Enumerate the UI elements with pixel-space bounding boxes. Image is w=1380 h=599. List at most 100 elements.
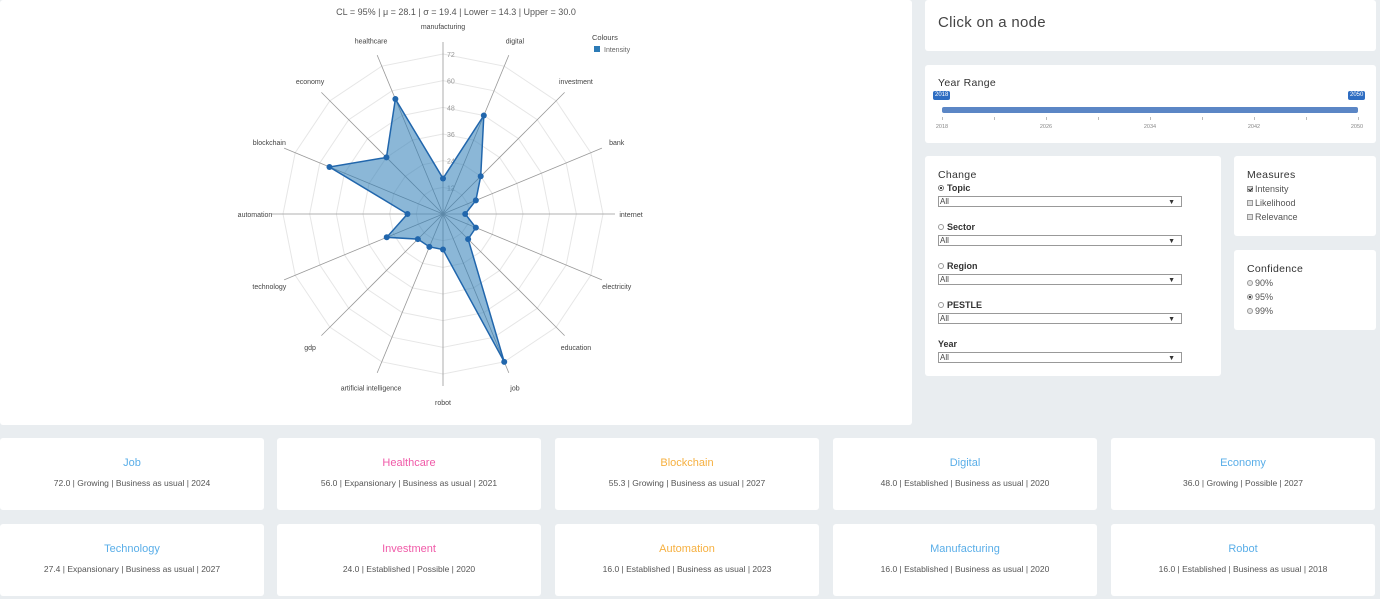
topic-card-title: Investment bbox=[382, 543, 436, 555]
topic-card[interactable]: Digital 48.0 | Established | Business as … bbox=[833, 438, 1097, 510]
sector-select[interactable]: All ▼ bbox=[938, 235, 1182, 246]
chevron-down-icon: ▼ bbox=[1168, 277, 1175, 284]
radar-series-area bbox=[327, 96, 505, 363]
radar-category-label: robot bbox=[435, 400, 451, 407]
topic-radio-label: Topic bbox=[947, 183, 971, 193]
radio-icon bbox=[938, 263, 944, 269]
radar-data-point[interactable] bbox=[477, 173, 484, 180]
topic-card-title: Robot bbox=[1228, 543, 1258, 555]
radar-data-point[interactable] bbox=[426, 243, 433, 250]
confidence-stats-line: CL = 95% | μ = 28.1 | σ = 19.4 | Lower =… bbox=[336, 7, 576, 17]
year-range-slider[interactable] bbox=[942, 107, 1358, 113]
topic-card[interactable]: Healthcare 56.0 | Expansionary | Business… bbox=[277, 438, 541, 510]
year-minor-tick bbox=[1202, 117, 1203, 120]
radio-selected-icon bbox=[938, 185, 944, 191]
radar-category-label: economy bbox=[296, 79, 325, 86]
region-select[interactable]: All ▼ bbox=[938, 274, 1182, 285]
radar-data-point[interactable] bbox=[440, 246, 446, 253]
topic-card[interactable]: Manufacturing 16.0 | Established | Busine… bbox=[833, 524, 1097, 596]
year-minor-tick bbox=[1046, 117, 1047, 120]
topic-select-value: All bbox=[940, 197, 949, 206]
pestle-radio[interactable]: PESTLE bbox=[938, 300, 982, 310]
radio-icon bbox=[938, 224, 944, 230]
node-info-text: Click on a node bbox=[938, 14, 1046, 31]
radar-data-point[interactable] bbox=[326, 163, 333, 170]
radar-data-point[interactable] bbox=[414, 236, 421, 243]
radar-tick-label: 24 bbox=[447, 159, 455, 166]
radar-tick-label: 36 bbox=[447, 132, 455, 139]
radar-category-label: artificial intelligence bbox=[341, 386, 402, 393]
radar-data-point[interactable] bbox=[462, 211, 469, 217]
radar-category-label: education bbox=[561, 345, 591, 352]
measure-likelihood-checkbox[interactable]: Likelihood bbox=[1247, 198, 1296, 208]
topic-card-title: Digital bbox=[949, 457, 981, 469]
confidence-99-radio[interactable]: 99% bbox=[1247, 306, 1273, 316]
topic-card-details: 16.0 | Established | Business as usual |… bbox=[880, 564, 1050, 574]
topic-card[interactable]: Blockchain 55.3 | Growing | Business as u… bbox=[555, 438, 819, 510]
measures-title: Measures bbox=[1247, 169, 1296, 181]
radar-data-point[interactable] bbox=[501, 358, 508, 365]
topic-card-title: Healthcare bbox=[382, 457, 436, 469]
radar-category-label: blockchain bbox=[253, 140, 286, 147]
year-filter-label: Year bbox=[938, 339, 958, 349]
radar-data-point[interactable] bbox=[472, 224, 479, 231]
radar-data-point[interactable] bbox=[383, 154, 390, 161]
measure-label: Relevance bbox=[1255, 212, 1298, 222]
checkbox-icon bbox=[1247, 200, 1253, 206]
year-tick: 2018 bbox=[935, 124, 949, 130]
legend-swatch bbox=[594, 46, 600, 52]
measure-intensity-checkbox[interactable]: Intensity bbox=[1247, 184, 1289, 194]
change-filter-panel: Change Topic All ▼ Sector All ▼ Region All… bbox=[925, 156, 1221, 376]
checkbox-icon bbox=[1247, 214, 1253, 220]
radio-icon bbox=[1247, 308, 1253, 314]
confidence-title: Confidence bbox=[1247, 263, 1304, 275]
radar-data-point[interactable] bbox=[440, 175, 446, 182]
topic-card-details: 24.0 | Established | Possible | 2020 bbox=[342, 564, 476, 574]
confidence-95-radio[interactable]: 95% bbox=[1247, 292, 1273, 302]
chevron-down-icon: ▼ bbox=[1168, 238, 1175, 245]
radar-category-label: electricity bbox=[602, 284, 632, 291]
year-select[interactable]: All ▼ bbox=[938, 352, 1182, 363]
topic-card[interactable]: Robot 16.0 | Established | Business as us… bbox=[1111, 524, 1375, 596]
radio-icon bbox=[1247, 280, 1253, 286]
year-range-max-handle-label: 2050 bbox=[1348, 91, 1366, 100]
topic-card-title: Technology bbox=[104, 543, 160, 555]
measure-relevance-checkbox[interactable]: Relevance bbox=[1247, 212, 1298, 222]
pestle-select[interactable]: All ▼ bbox=[938, 313, 1182, 324]
checkbox-checked-icon bbox=[1247, 186, 1253, 192]
radar-category-label: healthcare bbox=[355, 38, 388, 45]
radar-data-point[interactable] bbox=[392, 96, 399, 103]
sector-radio-label: Sector bbox=[947, 222, 976, 232]
year-minor-tick bbox=[1150, 117, 1151, 120]
radar-data-point[interactable] bbox=[404, 211, 411, 217]
topic-card[interactable]: Automation 16.0 | Established | Business … bbox=[555, 524, 819, 596]
topic-card[interactable]: Job 72.0 | Growing | Business as usual | … bbox=[0, 438, 264, 510]
topic-card[interactable]: Investment 24.0 | Established | Possible … bbox=[277, 524, 541, 596]
chevron-down-icon: ▼ bbox=[1168, 199, 1175, 206]
topic-select[interactable]: All ▼ bbox=[938, 196, 1182, 207]
radar-data-point[interactable] bbox=[480, 112, 487, 119]
confidence-90-radio[interactable]: 90% bbox=[1247, 278, 1273, 288]
year-range-title: Year Range bbox=[938, 77, 997, 89]
year-range-min-handle-label: 2018 bbox=[933, 91, 951, 100]
topic-radio[interactable]: Topic bbox=[938, 183, 970, 193]
radar-chart[interactable]: 122436486072manufacturingdigitalinvestme… bbox=[0, 0, 912, 425]
year-tick: 2034 bbox=[1143, 124, 1157, 130]
node-info-panel: Click on a node bbox=[925, 0, 1376, 51]
radar-category-label: bank bbox=[609, 140, 625, 147]
topic-card[interactable]: Technology 27.4 | Expansionary | Business… bbox=[0, 524, 264, 596]
radar-category-label: technology bbox=[252, 284, 286, 291]
year-minor-tick bbox=[1254, 117, 1255, 120]
year-minor-tick bbox=[942, 117, 943, 120]
pestle-select-value: All bbox=[940, 314, 949, 323]
sector-radio[interactable]: Sector bbox=[938, 222, 975, 232]
radar-data-point[interactable] bbox=[383, 234, 390, 241]
legend-title: Colours bbox=[592, 33, 618, 42]
radar-category-label: internet bbox=[619, 212, 642, 219]
radar-data-point[interactable] bbox=[465, 236, 472, 243]
radar-data-point[interactable] bbox=[472, 197, 479, 204]
chevron-down-icon: ▼ bbox=[1168, 355, 1175, 362]
topic-card[interactable]: Economy 36.0 | Growing | Possible | 2027 bbox=[1111, 438, 1375, 510]
region-radio[interactable]: Region bbox=[938, 261, 978, 271]
legend-item: Intensity bbox=[604, 47, 631, 54]
